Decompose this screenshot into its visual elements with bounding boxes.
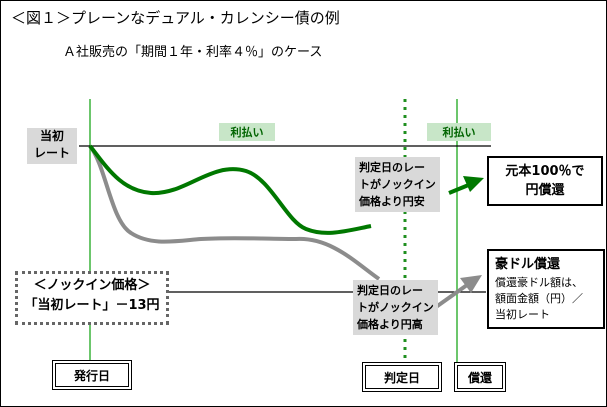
outcome-aud-line2: 額面金額（円）／ [495,292,583,305]
annotation-yen-weak-line2: トがノックイン [359,178,436,191]
diagram-subtitle: Ａ社販売の「期間１年・利率４％」のケース [63,45,323,60]
outcome-yen-line1: 元本100％で [505,164,585,179]
annotation-yen-strong: 判定日のレー トがノックイン 価格より円高 [353,280,438,335]
judgment-date-label: 判定日 [365,365,439,389]
outcome-aud-box: 豪ドル償還 償還豪ドル額は、 額面金額（円）／ 当初レート [487,249,605,329]
knock-in-box: ＜ノックイン価格＞ 「当初レート」－13円 [15,271,169,325]
knock-in-line1: ＜ノックイン価格＞ [33,278,151,293]
issue-date-label: 発行日 [55,363,129,387]
redemption-date-label: 償還 [457,365,503,389]
initial-rate-line2: レート [33,146,70,160]
yen-strong-arrow [434,283,469,309]
outcome-aud-line3: 当初レート [495,308,550,321]
yen-weak-arrowhead [463,176,484,192]
annotation-yen-strong-line2: トがノックイン [357,301,434,314]
yen-strong-arrowhead [460,275,482,293]
yen-strong-path [88,144,381,281]
outcome-yen-box: 元本100％で 円償還 [487,156,603,206]
diagram-title: ＜図１＞プレーンなデュアル・カレンシー債の例 [11,9,340,27]
annotation-yen-strong-line1: 判定日のレー [357,284,423,297]
initial-rate-line1: 当初 [39,129,64,143]
outcome-aud-line1: 償還豪ドル額は、 [495,276,583,289]
payout-label-1: 利払い [219,123,275,141]
yen-weak-path [88,144,372,235]
annotation-yen-weak: 判定日のレー トがノックイン 価格より円安 [355,157,440,212]
outcome-aud-heading: 豪ドル償還 [495,257,561,272]
annotation-yen-weak-line3: 価格より円安 [359,195,425,208]
outcome-yen-line2: 円償還 [525,183,565,198]
annotation-yen-weak-line1: 判定日のレー [359,161,425,174]
knock-in-line2: 「当初レート」－13円 [24,298,160,313]
payout-label-2: 利払い [427,123,491,141]
annotation-yen-strong-line3: 価格より円高 [357,318,423,331]
initial-rate-label: 当初 レート [27,128,77,164]
